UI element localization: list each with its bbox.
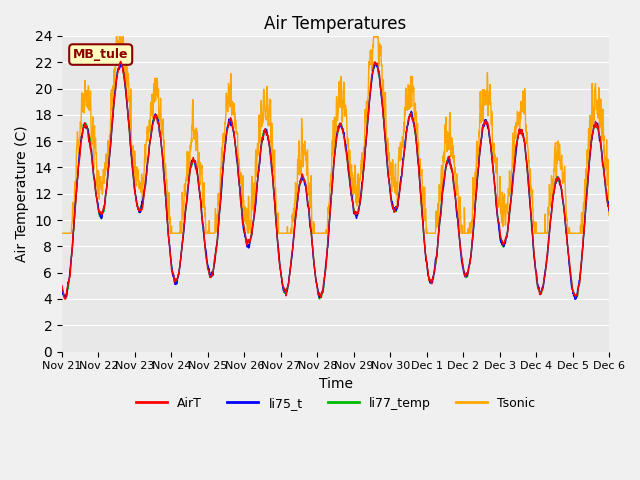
Legend: AirT, li75_t, li77_temp, Tsonic: AirT, li75_t, li77_temp, Tsonic [131,392,540,415]
Title: Air Temperatures: Air Temperatures [264,15,406,33]
Y-axis label: Air Temperature (C): Air Temperature (C) [15,125,29,262]
X-axis label: Time: Time [319,377,353,391]
Text: MB_tule: MB_tule [73,48,129,61]
